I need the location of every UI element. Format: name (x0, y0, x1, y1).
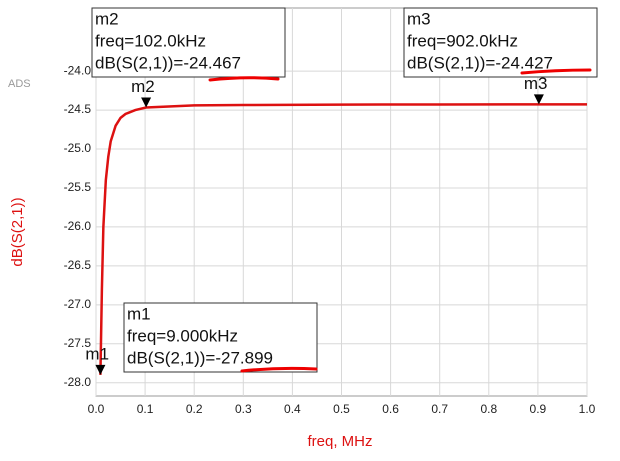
y-tick-label: -25.5 (64, 180, 92, 194)
marker-boxes: m1 freq=9.000kHz dB(S(2,1))=-27.899 m2 freq=… (91, 7, 598, 373)
x-tick-label: 0.7 (431, 402, 448, 416)
marker-box-line: dB(S(2,1))=-24.467 (95, 53, 241, 72)
y-tick-label: -24.5 (64, 102, 92, 116)
x-tick-label: 0.6 (382, 402, 399, 416)
marker-triangle (533, 94, 544, 105)
y-axis-title: dB(S(2,1)) (9, 197, 26, 266)
marker-box-line: freq=902.0kHz (407, 31, 518, 50)
y-tick-label: -24.0 (64, 63, 92, 77)
marker-label: m1 (85, 344, 109, 363)
marker-box (403, 7, 598, 78)
marker-label: m3 (524, 74, 548, 93)
x-tick-label: 0.9 (530, 402, 547, 416)
series-line (99, 103, 587, 375)
x-tick-label: 0.3 (235, 402, 252, 416)
hand-underlines (208, 68, 592, 373)
marker-box-name: m3 (407, 9, 431, 28)
marker-box-line: dB(S(2,1))=-27.899 (127, 348, 273, 367)
marker-box-line: freq=9.000kHz (127, 326, 238, 345)
x-tick-label: 0.4 (284, 402, 301, 416)
x-tick-label: 0.0 (88, 402, 105, 416)
marker-box-line: freq=102.0kHz (95, 31, 206, 50)
y-tick-label: -27.5 (64, 336, 92, 350)
marker-triangle (95, 364, 106, 375)
watermark: ADS (8, 78, 31, 90)
y-tick-label: -26.5 (64, 258, 92, 272)
x-axis-title: freq, MHz (307, 433, 372, 450)
x-tick-label: 0.1 (137, 402, 154, 416)
marker-label: m2 (131, 77, 155, 96)
x-tick-label: 0.8 (480, 402, 497, 416)
marker-box (123, 302, 318, 373)
marks: m1 m2 m3 (85, 74, 587, 375)
x-tick-label: 1.0 (579, 402, 596, 416)
y-tick-label: -26.0 (64, 219, 92, 233)
marker-box-line: dB(S(2,1))=-24.427 (407, 53, 553, 72)
marker-triangle (141, 97, 152, 108)
y-tick-label: -28.0 (64, 375, 92, 389)
x-tick-label: 0.5 (333, 402, 350, 416)
marker-box-name: m1 (127, 304, 151, 323)
x-tick-label: 0.2 (186, 402, 203, 416)
marker-box-name: m2 (95, 9, 119, 28)
marker-box (91, 7, 286, 78)
y-tick-label: -25.0 (64, 141, 92, 155)
y-tick-label: -27.0 (64, 297, 92, 311)
